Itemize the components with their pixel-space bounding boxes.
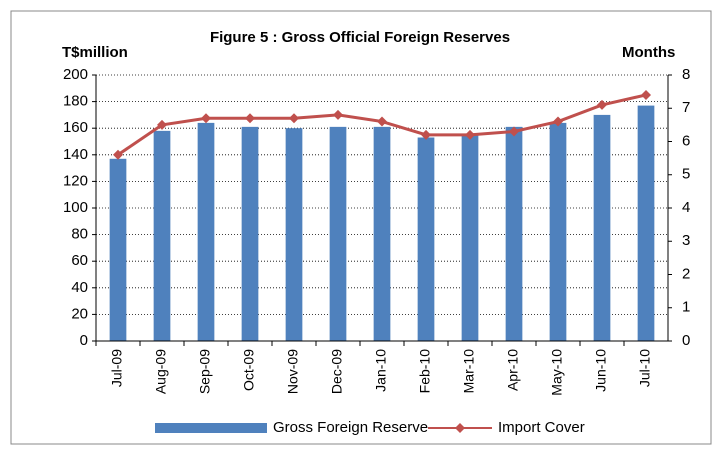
y2-tick-label: 4 (682, 199, 690, 216)
y-tick-label: 120 (63, 172, 88, 189)
legend-marker (455, 423, 465, 433)
y2-tick-label: 5 (682, 166, 690, 183)
y2-tick-label: 2 (682, 265, 690, 282)
line-marker (597, 99, 607, 110)
bar (109, 158, 127, 341)
y-tick-label: 200 (63, 66, 88, 83)
y2-tick-label: 6 (682, 132, 690, 149)
line-marker (289, 113, 299, 124)
x-tick-label: Apr-10 (505, 349, 521, 391)
bar (417, 137, 435, 341)
bar (197, 122, 215, 341)
legend-label: Import Cover (498, 419, 585, 436)
x-tick-label: Sep-09 (197, 349, 213, 394)
line-marker (201, 113, 211, 124)
bar (593, 114, 611, 342)
y-tick-label: 20 (71, 305, 88, 322)
x-tick-label: Dec-09 (329, 349, 345, 394)
line-marker (113, 149, 123, 160)
x-tick-label: Aug-09 (153, 349, 169, 394)
x-tick-label: Jul-09 (109, 349, 125, 387)
y-tick-label: 80 (71, 226, 88, 243)
x-tick-label: Oct-09 (241, 349, 257, 391)
legend-swatch (155, 423, 267, 433)
line-marker (157, 119, 167, 130)
y-tick-label: 40 (71, 279, 88, 296)
bar (373, 126, 391, 342)
y-tick-label: 100 (63, 199, 88, 216)
x-tick-label: Jan-10 (373, 349, 389, 392)
line-marker (553, 116, 563, 127)
line-marker (509, 126, 519, 137)
y-tick-label: 140 (63, 146, 88, 163)
y2-tick-label: 7 (682, 99, 690, 116)
bar (549, 122, 567, 341)
y-tick-label: 0 (80, 332, 88, 349)
bar (637, 105, 655, 341)
bar (329, 126, 347, 342)
x-tick-label: Jun-10 (593, 349, 609, 392)
line-marker (377, 116, 387, 127)
legend-label: Gross Foreign Reserve (273, 419, 428, 436)
y2-tick-label: 3 (682, 232, 690, 249)
bar (285, 128, 303, 341)
y2-tick-label: 1 (682, 299, 690, 316)
line-marker (421, 129, 431, 140)
chart-title: Figure 5 : Gross Official Foreign Reserv… (210, 29, 510, 46)
y-tick-label: 180 (63, 93, 88, 110)
x-tick-label: Mar-10 (461, 349, 477, 394)
x-tick-label: Nov-09 (285, 349, 301, 394)
line-marker (465, 129, 475, 140)
line-marker (641, 89, 651, 100)
x-tick-label: Jul-10 (637, 349, 653, 387)
bar (153, 130, 171, 341)
line-marker (245, 113, 255, 124)
bar (461, 133, 479, 341)
y-axis-label: T$million (62, 44, 128, 61)
line-marker (333, 109, 343, 120)
x-tick-label: Feb-10 (417, 349, 433, 394)
bar (241, 126, 259, 342)
bar (505, 126, 523, 342)
x-tick-label: May-10 (549, 349, 565, 396)
y2-tick-label: 8 (682, 66, 690, 83)
y2-tick-label: 0 (682, 332, 690, 349)
y-tick-label: 160 (63, 119, 88, 136)
y2-axis-label: Months (622, 44, 675, 61)
y-tick-label: 60 (71, 252, 88, 269)
